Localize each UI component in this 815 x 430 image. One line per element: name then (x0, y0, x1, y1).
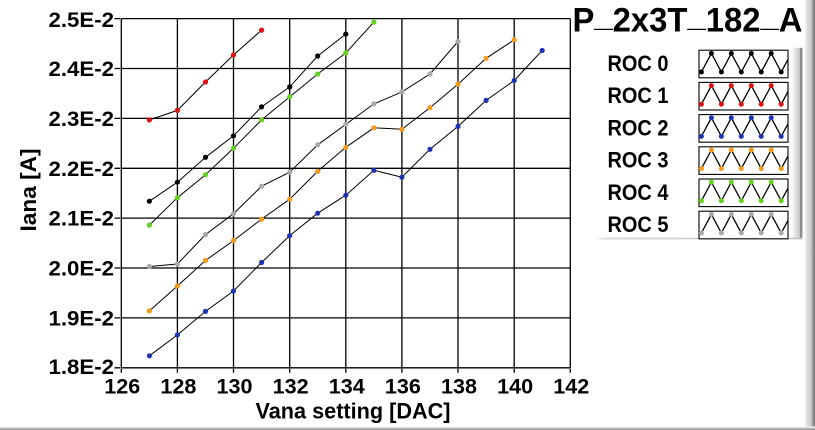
svg-text:Iana [A]: Iana [A] (16, 149, 41, 232)
svg-text:ROC 2: ROC 2 (608, 115, 669, 140)
svg-text:Vana setting [DAC]: Vana setting [DAC] (256, 399, 451, 424)
svg-text:130: 130 (217, 375, 253, 399)
svg-text:2.0E-2: 2.0E-2 (49, 257, 115, 281)
svg-text:ROC 3: ROC 3 (608, 148, 669, 173)
svg-text:ROC 0: ROC 0 (608, 51, 669, 76)
svg-text:128: 128 (160, 375, 196, 399)
svg-text:2.2E-2: 2.2E-2 (49, 157, 115, 181)
svg-text:140: 140 (497, 375, 533, 399)
svg-text:ROC 1: ROC 1 (608, 83, 669, 108)
svg-text:P_2x3T_182_A: P_2x3T_182_A (573, 0, 803, 40)
svg-text:2.1E-2: 2.1E-2 (49, 207, 115, 231)
svg-text:2.4E-2: 2.4E-2 (49, 57, 115, 81)
svg-text:134: 134 (329, 375, 365, 399)
svg-text:136: 136 (385, 375, 421, 399)
svg-text:138: 138 (441, 375, 477, 399)
svg-text:142: 142 (553, 375, 589, 399)
svg-text:ROC 4: ROC 4 (608, 180, 670, 205)
svg-text:132: 132 (273, 375, 309, 399)
svg-text:126: 126 (104, 375, 140, 399)
svg-text:1.8E-2: 1.8E-2 (49, 355, 115, 379)
svg-text:ROC 5: ROC 5 (608, 212, 669, 237)
svg-text:1.9E-2: 1.9E-2 (49, 306, 115, 330)
svg-text:2.3E-2: 2.3E-2 (49, 107, 115, 131)
svg-text:2.5E-2: 2.5E-2 (49, 8, 115, 32)
